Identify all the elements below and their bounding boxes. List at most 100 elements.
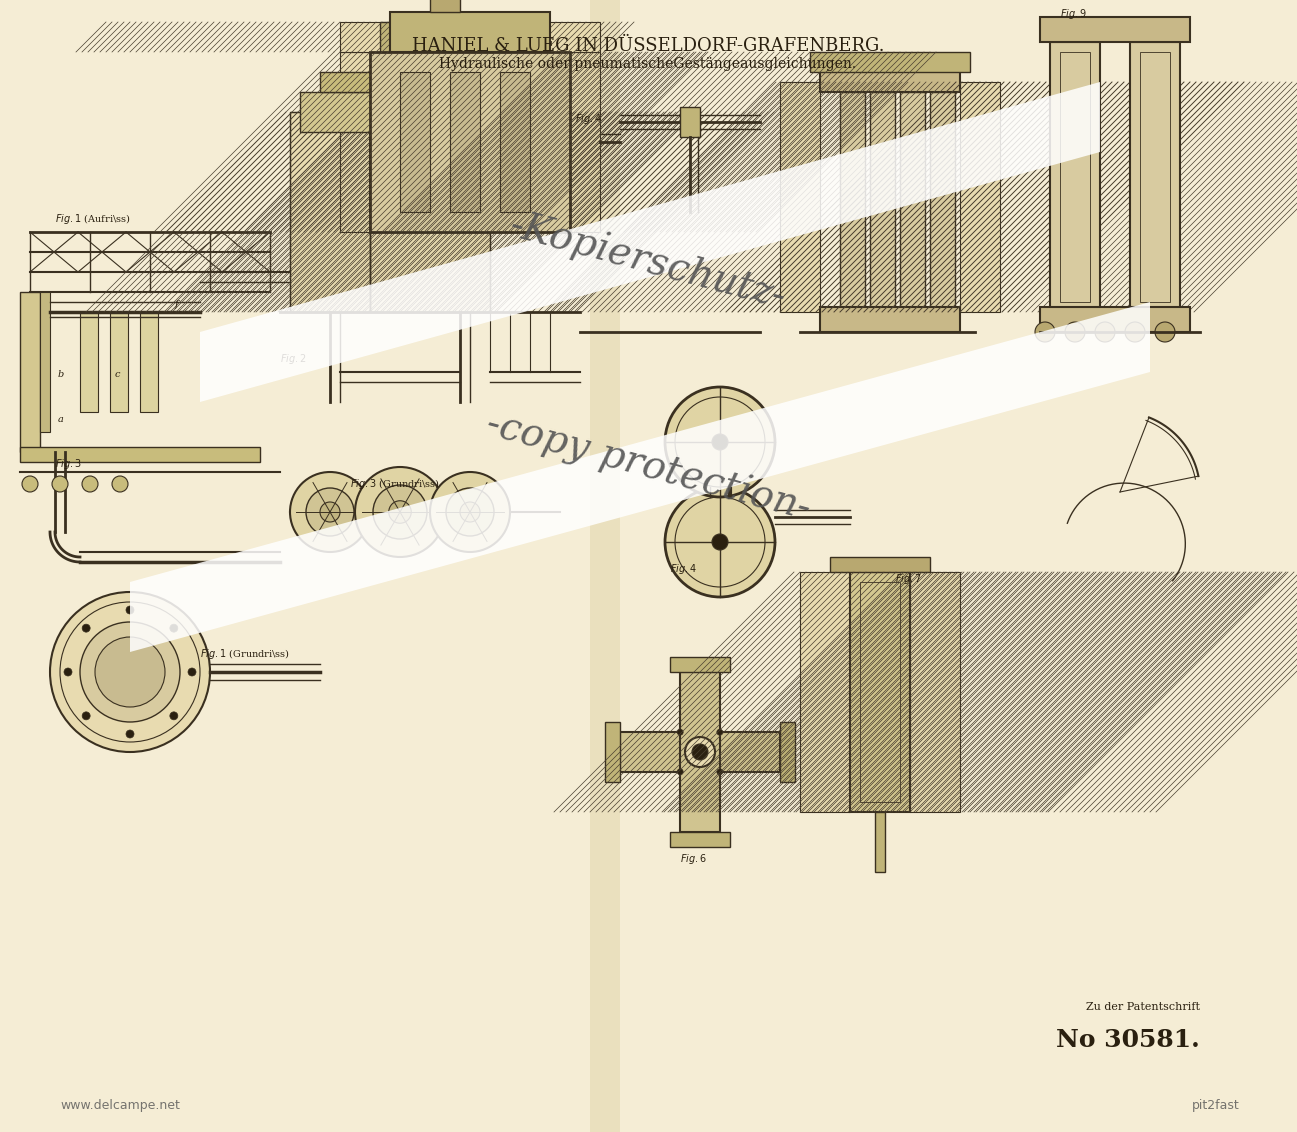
Circle shape: [693, 744, 708, 760]
Circle shape: [677, 769, 684, 774]
Bar: [800, 572, 850, 812]
Circle shape: [82, 475, 99, 492]
Text: HANIEL & LUEG IN DÜSSELDORF-GRAFENBERG.: HANIEL & LUEG IN DÜSSELDORF-GRAFENBERG.: [411, 37, 885, 55]
Bar: [779, 722, 795, 782]
Bar: [671, 657, 730, 672]
Bar: [320, 72, 480, 92]
Bar: [40, 292, 51, 432]
Circle shape: [1124, 321, 1145, 342]
Bar: [820, 67, 960, 92]
Circle shape: [685, 737, 715, 767]
Circle shape: [717, 769, 722, 774]
Text: $\it{Fig.6}$: $\it{Fig.6}$: [680, 852, 707, 866]
Text: Zu der Patentschrift: Zu der Patentschrift: [1086, 1002, 1200, 1012]
Circle shape: [712, 434, 728, 451]
Bar: [370, 132, 431, 212]
Circle shape: [446, 488, 494, 535]
Bar: [680, 672, 720, 832]
Bar: [291, 112, 370, 312]
Bar: [340, 52, 370, 232]
Bar: [370, 52, 569, 232]
Circle shape: [188, 668, 196, 676]
Text: -Kopierschutz-: -Kopierschutz-: [506, 207, 790, 317]
Circle shape: [306, 488, 354, 535]
Bar: [960, 82, 1000, 312]
Bar: [569, 52, 601, 232]
Text: Hydraulische oder pneumatischeGestängeausgleichungen.: Hydraulische oder pneumatischeGestängeau…: [440, 57, 856, 71]
Circle shape: [1156, 321, 1175, 342]
Bar: [399, 72, 431, 212]
Bar: [811, 52, 970, 72]
Text: $\it{Fig.2}$: $\it{Fig.2}$: [280, 352, 306, 366]
Text: $\it{Fig.1}$ (Aufri\ss): $\it{Fig.1}$ (Aufri\ss): [54, 212, 131, 226]
Bar: [840, 92, 865, 312]
Bar: [501, 72, 530, 212]
Bar: [390, 12, 550, 52]
Circle shape: [170, 712, 178, 720]
Text: $\it{Fig.1}$ (Grundri\ss): $\it{Fig.1}$ (Grundri\ss): [200, 648, 291, 661]
Circle shape: [389, 500, 411, 523]
Text: f: f: [175, 300, 179, 309]
Bar: [930, 92, 955, 312]
Bar: [620, 732, 779, 772]
Circle shape: [712, 534, 728, 550]
Bar: [820, 307, 960, 332]
Bar: [380, 22, 420, 72]
Text: $\it{Fig.7}$: $\it{Fig.7}$: [895, 572, 922, 586]
Circle shape: [95, 637, 165, 708]
Bar: [291, 112, 370, 312]
Bar: [340, 22, 601, 52]
Bar: [779, 82, 820, 312]
Circle shape: [374, 484, 427, 539]
Circle shape: [665, 487, 776, 597]
Circle shape: [1065, 321, 1086, 342]
Text: No 30581.: No 30581.: [1056, 1028, 1200, 1052]
Circle shape: [1095, 321, 1115, 342]
Bar: [860, 582, 900, 801]
Circle shape: [320, 501, 340, 522]
Bar: [140, 312, 158, 412]
Bar: [680, 108, 700, 137]
Bar: [19, 447, 259, 462]
Circle shape: [355, 468, 445, 557]
Bar: [1040, 17, 1191, 42]
Circle shape: [64, 668, 73, 676]
Text: $\it{Fig.3}$ (Grundri\ss): $\it{Fig.3}$ (Grundri\ss): [350, 477, 440, 491]
Bar: [80, 312, 99, 412]
Bar: [604, 722, 620, 782]
Bar: [431, 0, 460, 12]
Bar: [1040, 307, 1191, 332]
Circle shape: [460, 501, 480, 522]
Bar: [870, 92, 895, 312]
Circle shape: [80, 621, 180, 722]
Text: $\it{Fig.4}$: $\it{Fig.4}$: [575, 112, 602, 126]
Polygon shape: [200, 82, 1100, 402]
Text: a: a: [58, 415, 64, 424]
Circle shape: [82, 712, 91, 720]
Text: $\it{Fig.4}$: $\it{Fig.4}$: [671, 561, 696, 576]
Text: www.delcampe.net: www.delcampe.net: [60, 1099, 180, 1112]
Bar: [370, 112, 490, 312]
Text: c: c: [115, 370, 121, 379]
Circle shape: [112, 475, 128, 492]
Bar: [1130, 42, 1180, 312]
Polygon shape: [130, 302, 1150, 652]
Bar: [1051, 42, 1100, 312]
Circle shape: [82, 624, 91, 632]
Bar: [19, 292, 40, 452]
Circle shape: [431, 472, 510, 552]
Bar: [370, 112, 490, 312]
Circle shape: [22, 475, 38, 492]
Bar: [450, 72, 480, 212]
Text: b: b: [58, 370, 65, 379]
Bar: [1060, 52, 1089, 302]
Circle shape: [717, 729, 722, 735]
Bar: [110, 312, 128, 412]
Bar: [900, 92, 925, 312]
Circle shape: [677, 729, 684, 735]
Text: $\it{Fig.3}$: $\it{Fig.3}$: [54, 457, 82, 471]
Circle shape: [51, 592, 210, 752]
Bar: [590, 0, 620, 1132]
Circle shape: [170, 624, 178, 632]
Bar: [300, 92, 501, 132]
